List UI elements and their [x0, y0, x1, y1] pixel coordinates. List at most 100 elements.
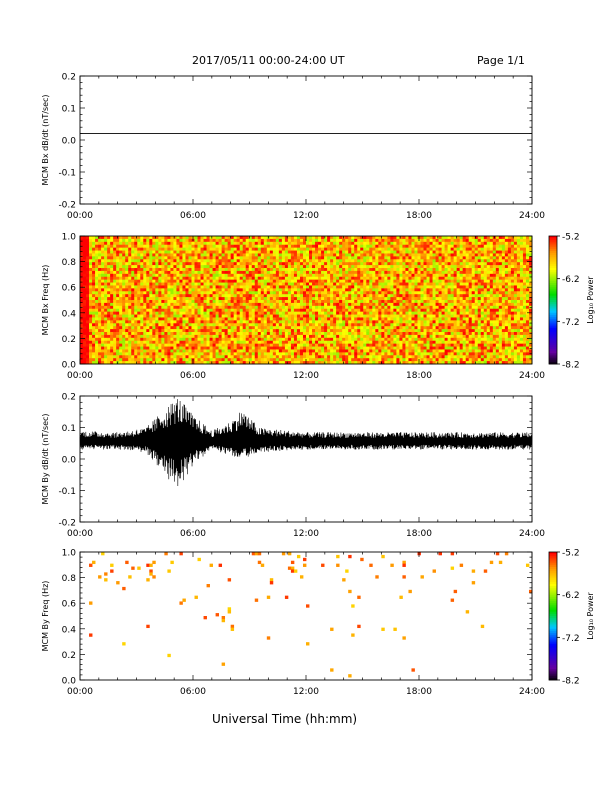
spectrogram-cell	[200, 311, 204, 315]
spectrogram-cell	[194, 337, 198, 342]
spectrogram-cell	[95, 329, 99, 333]
spectrogram-cell	[128, 236, 132, 240]
spectrogram-cell	[149, 317, 153, 321]
spectrogram-cell	[179, 273, 183, 278]
spectrogram-cell	[125, 320, 129, 324]
spectrogram-cell	[158, 329, 162, 333]
spectrogram-cell	[321, 244, 325, 249]
spectrogram-cell	[302, 349, 307, 353]
spectrogram-cell	[312, 285, 316, 289]
spectrogram-cell	[390, 314, 394, 318]
spectrogram-cell	[104, 253, 108, 257]
spectrogram-cell	[296, 291, 301, 295]
spectrogram-cell	[366, 337, 370, 342]
spectrogram-cell	[104, 279, 108, 283]
spectrogram-cell	[164, 265, 168, 269]
spectrogram-cell	[230, 352, 235, 356]
spectrogram-cell	[266, 352, 271, 356]
spectrogram-cell	[254, 270, 259, 275]
spectrogram-cell	[257, 317, 262, 321]
spectrogram-cell	[405, 317, 409, 321]
spectrogram-cell	[245, 297, 250, 301]
spectrogram-cell	[161, 332, 165, 336]
spectrogram-cell	[324, 343, 328, 347]
spectrogram-cell	[206, 265, 210, 269]
spectrogram-cell	[221, 262, 226, 266]
spectrogram-cell	[287, 244, 292, 249]
spectrogram-cell	[128, 358, 132, 362]
spectrogram-cell	[360, 349, 364, 353]
spectrogram-cell	[140, 317, 144, 321]
spectrogram-cell	[155, 282, 159, 286]
spectrogram-cell	[185, 259, 189, 263]
spectrogram-cell	[185, 297, 189, 301]
spectrogram-cell	[312, 352, 316, 356]
spectrogram-cell	[182, 314, 186, 318]
spectrogram-cell	[128, 352, 132, 356]
spectrogram-cell	[290, 265, 295, 269]
spectrogram-cell	[405, 355, 409, 359]
spectrogram-cell	[107, 253, 111, 257]
spectrogram-cell	[287, 294, 292, 298]
spectrogram-cell	[146, 323, 150, 327]
spectrogram-cell	[263, 317, 268, 321]
spectrogram-cell	[405, 282, 409, 286]
spectrogram-cell	[203, 247, 207, 251]
spectrogram-cell	[89, 349, 93, 353]
spectrogram-cell	[182, 340, 186, 345]
spectrogram-cell	[408, 285, 412, 289]
spectrogram-cell	[345, 241, 349, 246]
spectrogram-cell	[95, 256, 99, 260]
spectrogram-cell	[266, 259, 271, 263]
spectrogram-cell	[251, 358, 256, 362]
spectrogram-cell	[215, 361, 220, 365]
spectrogram-cell	[315, 346, 319, 350]
spectrogram-cell	[233, 326, 238, 330]
spectrogram-cell	[381, 317, 385, 321]
spectrogram-cell	[113, 282, 117, 286]
spectrogram-cell	[396, 349, 400, 353]
spectrogram-cell	[393, 241, 397, 246]
spectrogram-cell	[107, 340, 111, 345]
spectrogram-cell	[239, 297, 244, 301]
spectrogram-cell	[306, 279, 310, 283]
spectrogram-cell	[248, 259, 253, 263]
spectrogram-cell	[366, 282, 370, 286]
spectrogram-cell	[296, 250, 301, 254]
spectrogram-cell	[161, 349, 165, 353]
spectrogram-cell	[321, 323, 325, 327]
spectrogram-cell	[408, 241, 412, 246]
spectrogram-cell	[287, 282, 292, 286]
spectrogram-cell	[293, 355, 298, 359]
spectrogram-cell	[381, 308, 385, 313]
spectrogram-cell	[134, 291, 138, 295]
spectrogram-cell	[260, 305, 265, 310]
spectrogram-cell	[393, 276, 397, 281]
spectrogram-cell	[387, 343, 391, 347]
spectrogram-cell	[107, 349, 111, 353]
spectrogram-cell	[200, 340, 204, 345]
spectrogram-cell	[366, 291, 370, 295]
spectrogram-cell	[191, 334, 195, 339]
spectrogram-cell	[315, 297, 319, 301]
spectrogram-cell	[176, 340, 180, 345]
spectrogram-cell	[110, 320, 114, 324]
spectrogram-cell	[119, 270, 123, 275]
spectrogram-cell	[104, 300, 108, 304]
spectrogram-cell	[399, 302, 403, 307]
spectrogram-cell	[266, 340, 271, 345]
spectrogram-cell	[104, 273, 108, 278]
spectrogram-cell	[402, 326, 406, 330]
spectrogram-cell	[218, 308, 223, 313]
spectrogram-cell	[345, 294, 349, 298]
spectrogram-cell	[182, 346, 186, 350]
spectrogram-cell	[188, 259, 192, 263]
spectrogram-cell	[318, 285, 322, 289]
spectrogram-cell	[176, 361, 180, 365]
spectrogram-cell	[176, 236, 180, 240]
spectrogram-cell	[345, 355, 349, 359]
spectrogram-cell	[387, 256, 391, 260]
spectrogram-cell	[254, 329, 259, 333]
spectrogram-cell	[176, 250, 180, 254]
spectrogram-cell	[287, 361, 292, 365]
